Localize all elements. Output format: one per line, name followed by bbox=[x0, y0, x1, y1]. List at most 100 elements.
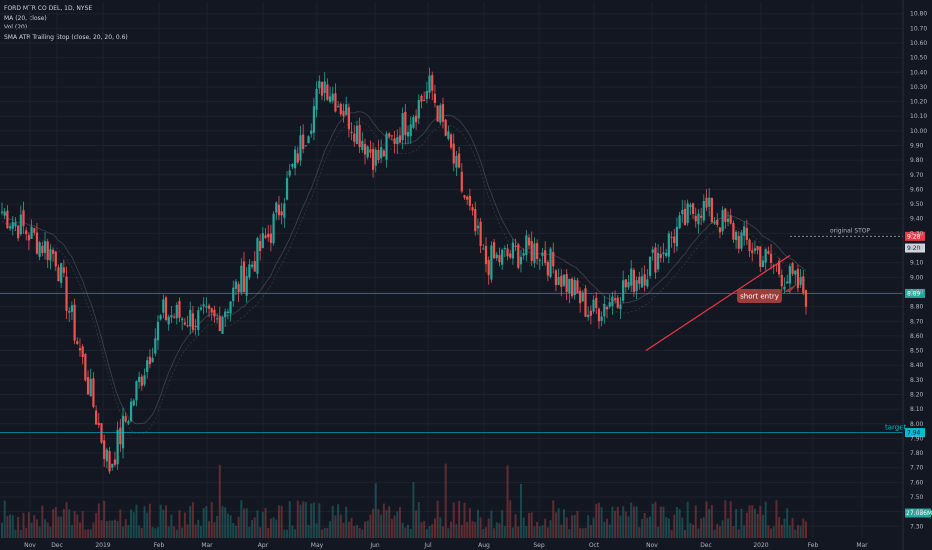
volume-bar bbox=[466, 521, 469, 538]
candle-body bbox=[199, 307, 203, 310]
volume-bar bbox=[495, 522, 498, 538]
y-tick-label: 7.50 bbox=[910, 494, 924, 501]
candle-body bbox=[256, 238, 259, 274]
candle-body bbox=[363, 144, 367, 155]
candle-body bbox=[207, 305, 211, 309]
volume-bar bbox=[444, 463, 447, 538]
candle-body bbox=[380, 147, 383, 159]
volume-bar bbox=[700, 518, 703, 538]
y-tick-label: 9.30 bbox=[910, 230, 924, 237]
legend-symbol[interactable]: FORD MTR CO DEL, 1D, NYSE bbox=[4, 5, 93, 12]
candle-body bbox=[296, 153, 299, 163]
candle-body bbox=[624, 279, 627, 288]
volume-bar bbox=[401, 522, 404, 538]
candle-body bbox=[172, 316, 176, 318]
candle-body bbox=[673, 236, 676, 243]
candle-body bbox=[423, 99, 426, 101]
candle-body bbox=[275, 202, 278, 213]
legend-ma[interactable]: MA (20, close) bbox=[4, 14, 47, 22]
y-tick-label: 10.30 bbox=[910, 84, 927, 91]
volume-bar bbox=[692, 524, 695, 538]
candle-body bbox=[54, 251, 57, 267]
volume-bar bbox=[189, 506, 192, 538]
volume-bar bbox=[420, 522, 423, 538]
volume-bar bbox=[538, 526, 541, 538]
volume-bar bbox=[802, 518, 805, 538]
volume-bar bbox=[624, 511, 627, 538]
candle-body bbox=[409, 124, 412, 137]
volume-bar bbox=[729, 501, 732, 538]
candle-body bbox=[417, 100, 420, 119]
candle-body bbox=[84, 354, 87, 381]
close-price-tag: 8.89 bbox=[907, 290, 921, 297]
candle-body bbox=[471, 207, 474, 211]
volume-bar bbox=[9, 514, 12, 538]
volume-bar bbox=[22, 512, 25, 538]
volume-bar bbox=[334, 515, 337, 538]
candle-body bbox=[194, 325, 197, 327]
volume-bar bbox=[770, 528, 773, 538]
candle-body bbox=[794, 270, 797, 275]
candle-body bbox=[49, 249, 52, 261]
legend-atr-stop[interactable]: SMA ATR Trailing Stop (close, 20, 20, 0.… bbox=[4, 33, 128, 41]
candle-body bbox=[705, 197, 708, 208]
volume-bar bbox=[11, 515, 14, 538]
candle-body bbox=[595, 297, 598, 308]
y-tick-label: 8.20 bbox=[910, 391, 924, 398]
volume-bar bbox=[388, 506, 391, 538]
y-tick-label: 10.00 bbox=[910, 128, 927, 135]
volume-bar bbox=[302, 501, 305, 538]
ma-price-tag-bg bbox=[905, 243, 925, 253]
candle-body bbox=[433, 93, 437, 103]
candle-body bbox=[713, 221, 716, 224]
candle-body bbox=[662, 252, 665, 255]
volume-bar bbox=[84, 529, 87, 538]
candle-body bbox=[804, 290, 808, 307]
candle-body bbox=[175, 304, 178, 319]
volume-bar bbox=[162, 509, 165, 538]
candle-body bbox=[390, 135, 393, 137]
candle-body bbox=[613, 298, 617, 301]
volume-bar bbox=[6, 516, 9, 538]
candle-body bbox=[250, 264, 254, 267]
candle-body bbox=[0, 211, 4, 213]
volume-bar bbox=[286, 529, 289, 538]
candle-body bbox=[474, 209, 477, 232]
candle-body bbox=[638, 276, 641, 284]
candle-body bbox=[425, 91, 428, 99]
candle-body bbox=[541, 252, 544, 256]
volume-bar bbox=[135, 504, 138, 538]
volume-bar bbox=[689, 523, 692, 538]
y-tick-label: 7.30 bbox=[910, 523, 924, 530]
candle-body bbox=[665, 252, 668, 257]
volume-bar bbox=[294, 529, 297, 538]
y-tick-label: 8.70 bbox=[910, 318, 924, 325]
candle-body bbox=[549, 248, 552, 277]
candle-body bbox=[743, 226, 746, 236]
volume-bar bbox=[229, 515, 232, 538]
volume-bar bbox=[659, 506, 662, 538]
volume-bar bbox=[662, 506, 665, 538]
x-tick-label: Jun bbox=[369, 542, 380, 549]
y-tick-label: 8.60 bbox=[910, 333, 924, 340]
x-tick-label: Mar bbox=[856, 542, 868, 549]
volume-bar bbox=[253, 517, 256, 538]
volume-bar bbox=[288, 501, 291, 538]
candle-body bbox=[299, 135, 302, 161]
volume-bar bbox=[632, 506, 635, 538]
volume-bar bbox=[216, 515, 219, 538]
volume-bar bbox=[431, 524, 434, 538]
volume-bar bbox=[554, 512, 557, 538]
volume-bar bbox=[38, 526, 41, 538]
volume-bar bbox=[794, 529, 797, 538]
volume-bar bbox=[213, 522, 216, 538]
volume-bar bbox=[799, 525, 802, 538]
legend-volume[interactable]: Vol (20) bbox=[4, 24, 28, 31]
candle-body bbox=[19, 214, 22, 235]
volume-bar bbox=[130, 509, 133, 538]
volume-bar bbox=[105, 521, 108, 538]
volume-bar bbox=[772, 526, 775, 538]
volume-bar bbox=[307, 524, 310, 538]
volume-bar bbox=[240, 500, 243, 538]
